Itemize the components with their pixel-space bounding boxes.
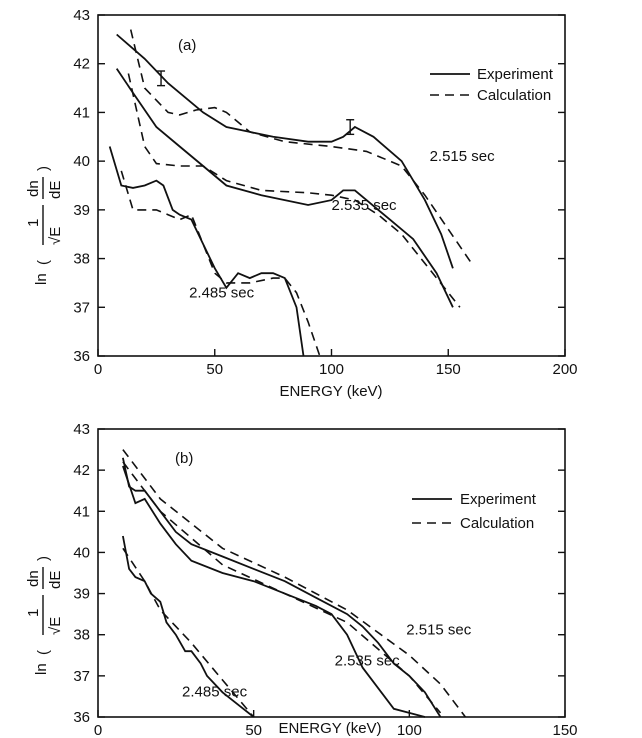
series-line-b-2 xyxy=(122,449,467,718)
y-label-dn-b: dn xyxy=(25,570,42,587)
y-label-one-b: 1 xyxy=(25,609,42,617)
y-label-close-paren-a: ) xyxy=(35,166,52,171)
y-label-ln-b: ln xyxy=(33,663,50,675)
annotation-b-0: 2.515 sec xyxy=(406,622,472,639)
x-axis-label-a: ENERGY (keV) xyxy=(279,383,382,400)
error-bar-a-0 xyxy=(157,70,166,87)
y-tick-label-a-7: 43 xyxy=(73,7,90,24)
y-label-one-a: 1 xyxy=(25,219,42,227)
y-label-close-paren-b: ) xyxy=(35,556,52,561)
y-label-de-a: dE xyxy=(47,181,64,199)
error-bar-a-1 xyxy=(346,119,355,136)
y-tick-label-b-2: 38 xyxy=(73,627,90,644)
y-tick-label-b-6: 42 xyxy=(73,462,90,479)
series-line-a-1 xyxy=(129,29,473,264)
x-tick-label-b-0: 0 xyxy=(94,722,102,738)
x-tick-label-a-3: 150 xyxy=(436,361,461,378)
series-line-b-0 xyxy=(122,457,442,718)
y-label-open-paren-b: ( xyxy=(35,650,52,655)
y-tick-label-b-1: 37 xyxy=(73,668,90,685)
series-group-b xyxy=(122,449,467,718)
legend-label-experiment-b: Experiment xyxy=(460,491,537,508)
x-axis-label-b: ENERGY (keV) xyxy=(278,720,381,737)
series-line-a-5 xyxy=(120,170,321,357)
y-tick-label-b-4: 40 xyxy=(73,544,90,561)
y-tick-label-a-4: 40 xyxy=(73,153,90,170)
y-label-open-paren-a: ( xyxy=(35,260,52,265)
annotation-b-2: 2.485 sec xyxy=(182,683,248,700)
annotation-a-0: 2.515 sec xyxy=(430,148,496,165)
annotation-a-1: 2.535 sec xyxy=(332,197,398,214)
error-bars-a xyxy=(157,70,355,136)
x-tick-label-b-3: 150 xyxy=(552,722,577,738)
panel-label-a: (a) xyxy=(178,37,196,54)
series-line-b-5 xyxy=(122,547,255,718)
y-axis-label-a: ln ( 1 √E dn dE ) xyxy=(25,166,64,285)
y-label-sqrt-a: √E xyxy=(47,227,64,245)
y-tick-label-b-5: 41 xyxy=(73,503,90,520)
y-label-sqrt-b: √E xyxy=(47,617,64,635)
series-line-a-3 xyxy=(127,73,461,308)
series-line-b-1 xyxy=(122,465,426,718)
legend-b: Experiment Calculation xyxy=(412,491,537,532)
plot-frame-b xyxy=(97,428,566,718)
annotation-b-1: 2.535 sec xyxy=(335,653,401,670)
y-tick-label-b-7: 43 xyxy=(73,421,90,438)
series-line-b-4 xyxy=(122,535,255,718)
y-label-dn-a: dn xyxy=(25,180,42,197)
y-tick-label-a-6: 42 xyxy=(73,56,90,73)
y-axis-label-b: ln ( 1 √E dn dE ) xyxy=(25,556,64,675)
axis-ticks-b: 0 50 100 150 36 37 38 39 40 41 42 43 xyxy=(73,421,577,738)
series-line-a-4 xyxy=(108,146,305,357)
chart-panel-a: (a) 0 50 100 150 200 36 37 38 39 40 41 42 43 2.515 s… xyxy=(25,7,578,400)
legend-a: Experiment Calculation xyxy=(430,66,554,104)
axis-ticks-a: 0 50 100 150 200 36 37 38 39 40 41 42 43 xyxy=(73,7,577,378)
annotations-a: 2.515 sec 2.535 sec 2.485 sec xyxy=(189,148,495,301)
annotation-a-2: 2.485 sec xyxy=(189,285,255,302)
series-line-a-0 xyxy=(116,33,454,269)
x-tick-label-a-1: 50 xyxy=(206,361,223,378)
y-label-ln-a: ln xyxy=(33,273,50,285)
y-tick-label-b-0: 36 xyxy=(73,709,90,726)
x-tick-label-a-2: 100 xyxy=(319,361,344,378)
series-group-a xyxy=(108,29,473,357)
annotations-b: 2.515 sec 2.535 sec 2.485 sec xyxy=(182,622,472,701)
y-label-de-b: dE xyxy=(47,571,64,589)
x-tick-label-a-0: 0 xyxy=(94,361,102,378)
x-tick-label-a-4: 200 xyxy=(552,361,577,378)
x-tick-label-b-1: 50 xyxy=(245,722,262,738)
y-tick-label-a-1: 37 xyxy=(73,299,90,316)
series-line-a-2 xyxy=(115,68,454,308)
y-tick-label-b-3: 39 xyxy=(73,586,90,603)
panel-label-b: (b) xyxy=(175,450,193,467)
y-tick-label-a-3: 39 xyxy=(73,202,90,219)
x-tick-label-b-2: 100 xyxy=(397,722,422,738)
y-tick-label-a-0: 36 xyxy=(73,348,90,365)
series-line-b-3 xyxy=(122,461,442,714)
y-tick-label-a-2: 38 xyxy=(73,251,90,268)
y-tick-label-a-5: 41 xyxy=(73,104,90,121)
legend-label-experiment-a: Experiment xyxy=(477,66,554,83)
legend-label-calculation-b: Calculation xyxy=(460,515,534,532)
legend-label-calculation-a: Calculation xyxy=(477,87,551,104)
